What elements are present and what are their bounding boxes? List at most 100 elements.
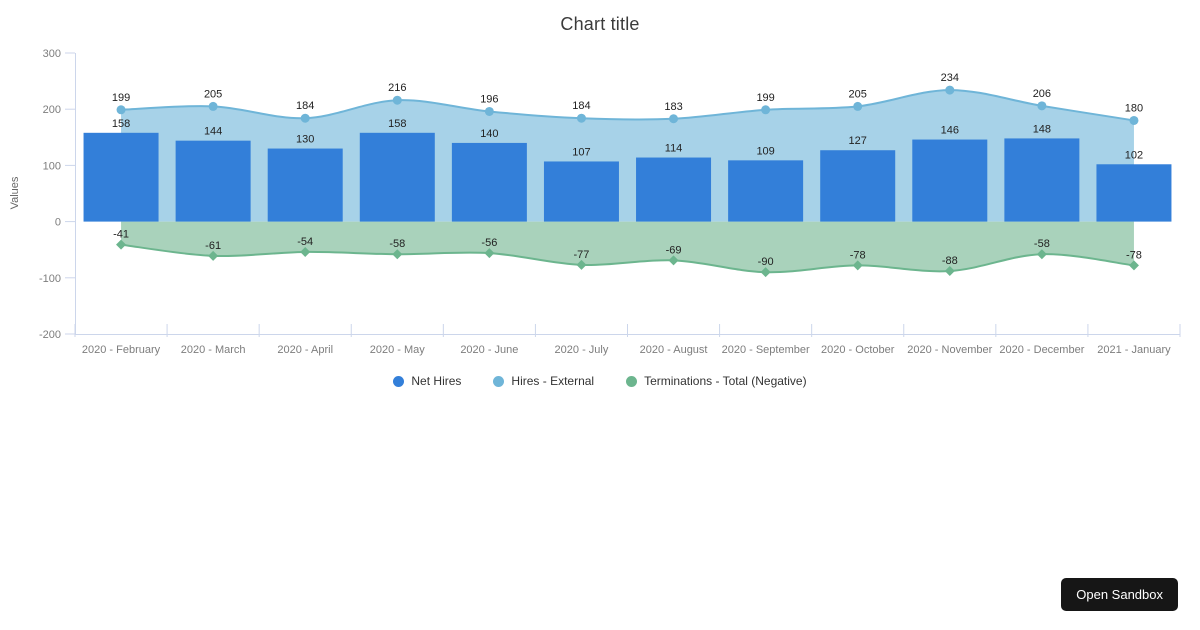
bar[interactable]	[543, 161, 619, 222]
chart-text: 216	[388, 82, 406, 94]
chart-text: -78	[1126, 249, 1142, 261]
chart-text: 180	[1125, 102, 1143, 114]
point-marker[interactable]	[576, 113, 586, 123]
chart-text: 100	[43, 160, 61, 172]
chart-text: 158	[112, 118, 130, 130]
bar[interactable]	[1096, 164, 1172, 222]
bar[interactable]	[267, 148, 343, 222]
chart-legend: Net Hires Hires - External Terminations - …	[0, 374, 1200, 388]
chart-text: 107	[572, 146, 590, 158]
point-marker[interactable]	[576, 259, 587, 270]
legend-item-net-hires[interactable]: Net Hires	[393, 374, 461, 388]
chart-text: 2020 - March	[181, 344, 246, 356]
chart-text: 199	[112, 92, 130, 104]
bar[interactable]	[83, 132, 159, 222]
chart-text: 148	[1033, 123, 1051, 135]
point-marker[interactable]	[392, 95, 402, 105]
bar[interactable]	[728, 160, 804, 222]
point-marker[interactable]	[852, 260, 863, 271]
point-marker[interactable]	[669, 114, 679, 124]
chart-text: 109	[756, 145, 774, 157]
point-marker[interactable]	[208, 250, 219, 261]
markers-hires-external	[116, 85, 1139, 125]
point-marker[interactable]	[484, 248, 495, 259]
chart-text: 234	[941, 72, 959, 84]
chart-text: 184	[296, 100, 314, 112]
bar[interactable]	[820, 150, 896, 222]
bar[interactable]	[175, 140, 251, 222]
point-marker[interactable]	[668, 255, 679, 266]
chart-text: 0	[55, 217, 61, 229]
chart-title: Chart title	[560, 14, 640, 34]
chart-text: -54	[297, 236, 313, 248]
bar[interactable]	[1004, 138, 1080, 222]
chart-text: 2020 - August	[640, 344, 708, 356]
point-marker[interactable]	[116, 239, 127, 250]
value-labels: 158 144 130 158 140 107 114 109 127 146 148 102 199 2…	[112, 72, 1143, 268]
legend-item-hires-external[interactable]: Hires - External	[493, 374, 594, 388]
chart-text: -100	[39, 273, 61, 285]
point-marker[interactable]	[1037, 101, 1047, 111]
chart-text: 127	[849, 135, 867, 147]
legend-item-terminations-total-negative[interactable]: Terminations - Total (Negative)	[626, 374, 807, 388]
chart-text: -56	[481, 237, 497, 249]
markers-terminations	[116, 239, 1139, 278]
chart-text: 158	[388, 118, 406, 130]
chart-text: -58	[1034, 238, 1050, 250]
chart-text: -41	[113, 229, 129, 241]
point-marker[interactable]	[208, 101, 218, 111]
point-marker[interactable]	[484, 106, 494, 116]
chart-text: -78	[850, 249, 866, 261]
chart-text: 114	[665, 143, 683, 155]
bar[interactable]	[636, 157, 712, 222]
chart-text: 130	[296, 134, 314, 146]
chart-text: -69	[666, 244, 682, 256]
axes: 300 200 100 0 -100 -200 2020 - February 2020 - …	[9, 48, 1181, 356]
chart-text: 300	[43, 48, 61, 60]
point-marker[interactable]	[116, 105, 126, 115]
point-marker[interactable]	[944, 266, 955, 277]
bar-series-net-hires	[83, 132, 1172, 222]
chart-text: 205	[204, 88, 222, 100]
chart-text: 183	[664, 101, 682, 113]
combo-chart: 300 200 100 0 -100 -200 2020 - February 2020 - …	[9, 48, 1181, 356]
chart-text: 2020 - September	[722, 344, 810, 356]
chart-text: 102	[1125, 149, 1143, 161]
chart-text: 199	[756, 92, 774, 104]
chart-text: 196	[480, 93, 498, 105]
line-terminations	[120, 243, 1135, 274]
chart-text: 2020 - December	[999, 344, 1084, 356]
chart-text: -88	[942, 255, 958, 267]
chart-text: 2020 - July	[555, 344, 609, 356]
legend-label: Terminations - Total (Negative)	[644, 374, 807, 388]
chart-text: -90	[758, 256, 774, 268]
point-marker[interactable]	[300, 113, 310, 123]
y-axis-title: Values	[9, 176, 21, 209]
point-marker[interactable]	[1128, 260, 1139, 271]
point-marker[interactable]	[1036, 249, 1047, 260]
line-hires-external	[121, 89, 1135, 122]
chart-text: 144	[204, 126, 222, 138]
bar[interactable]	[359, 132, 435, 222]
point-marker[interactable]	[392, 249, 403, 260]
chart-text: 200	[43, 104, 61, 116]
chart-text: 2020 - April	[277, 344, 333, 356]
bar[interactable]	[451, 142, 527, 222]
point-marker[interactable]	[853, 101, 863, 111]
legend-dot-icon	[493, 375, 505, 387]
point-marker[interactable]	[300, 246, 311, 257]
legend-dot-icon	[393, 375, 405, 387]
chart-text: -61	[205, 240, 221, 252]
point-marker[interactable]	[945, 85, 955, 95]
chart-text: -200	[39, 329, 61, 341]
point-marker[interactable]	[1129, 115, 1139, 125]
point-marker[interactable]	[760, 267, 771, 278]
bar[interactable]	[912, 139, 988, 222]
chart-text: 205	[849, 88, 867, 100]
open-sandbox-button[interactable]: Open Sandbox	[1061, 578, 1178, 611]
point-marker[interactable]	[761, 105, 771, 115]
area-fill-terminations	[121, 221, 1134, 273]
legend-dot-icon	[626, 375, 638, 387]
chart-text: 2021 - January	[1097, 344, 1171, 356]
chart-text: 2020 - October	[821, 344, 895, 356]
